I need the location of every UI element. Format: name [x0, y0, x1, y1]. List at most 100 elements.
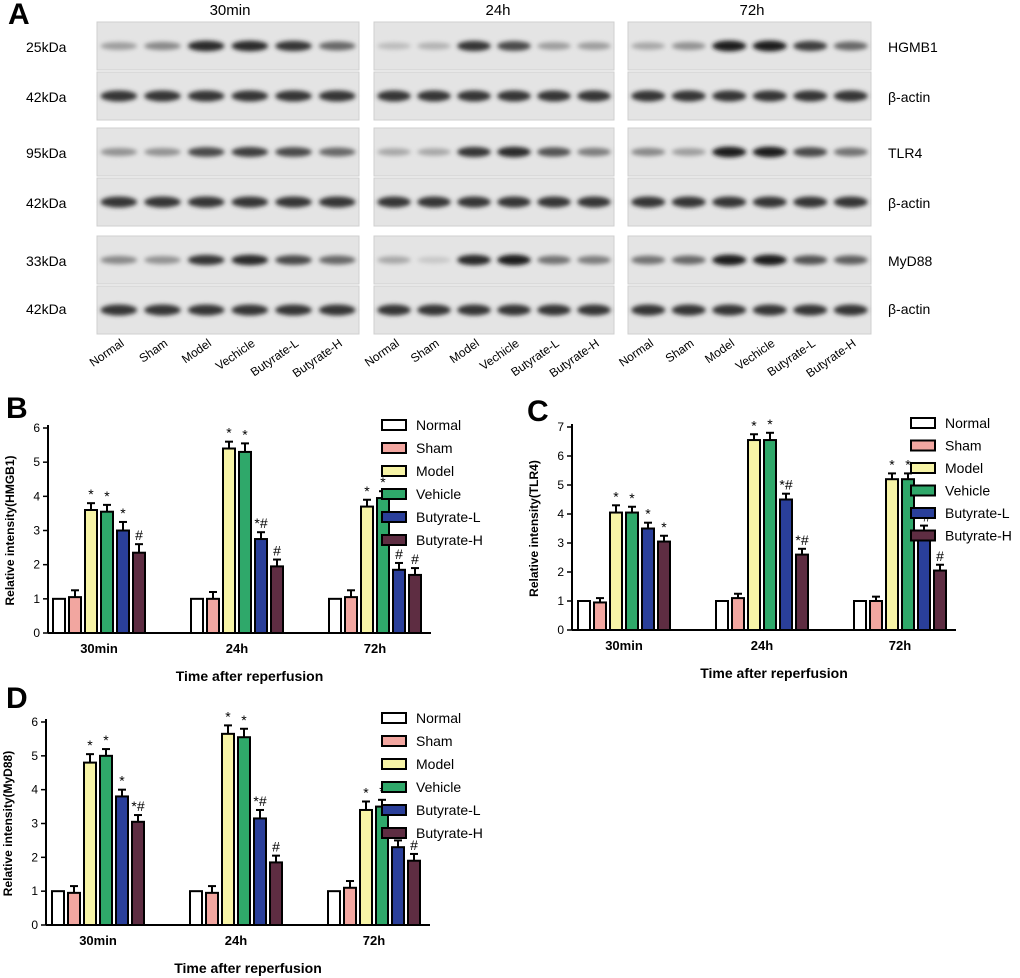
bar	[715, 600, 729, 631]
significance-mark: *	[629, 490, 635, 506]
chart-tlr4: Relative intensity(TLR4) 0 1 2 3 4 5 6 7 * * * * 30mi…	[527, 415, 1012, 681]
legend-label: Sham	[416, 733, 453, 749]
bar	[84, 509, 98, 634]
blot-band	[497, 304, 531, 316]
blot-band	[631, 255, 666, 265]
blot-band	[417, 196, 451, 208]
blot-protein-label: β-actin	[888, 195, 930, 211]
legend-swatch	[910, 507, 936, 519]
blot-band	[833, 304, 868, 316]
blot-mw-label: 25kDa	[26, 39, 67, 55]
blot-band	[833, 147, 868, 157]
blot-band	[793, 90, 828, 102]
significance-mark: *	[889, 456, 895, 472]
y-tick-label: 0	[31, 918, 38, 932]
blot-band	[417, 90, 451, 102]
legend-swatch	[910, 462, 936, 474]
significance-mark: #	[272, 839, 280, 855]
blot-band	[712, 254, 747, 266]
bar	[222, 447, 236, 634]
bar	[901, 478, 915, 631]
blot-band	[417, 256, 451, 264]
blot-band	[377, 42, 411, 50]
bar	[189, 890, 203, 927]
bar	[917, 530, 931, 631]
significance-mark: *	[119, 773, 125, 789]
significance-mark: *	[364, 483, 370, 499]
blot-band	[100, 42, 138, 50]
blot-lane-label: Normal	[87, 336, 127, 370]
blot-band	[631, 90, 666, 102]
bar	[593, 601, 607, 631]
significance-mark: *	[87, 737, 93, 753]
blot-band	[377, 304, 411, 316]
blot-band	[833, 255, 868, 265]
y-tick-label: 3	[557, 536, 564, 550]
bar	[391, 846, 405, 926]
blot-lane-label: Normal	[616, 336, 656, 370]
bar	[392, 568, 406, 635]
blot-lane-label: Sham	[663, 336, 697, 365]
y-tick-label: 0	[557, 623, 564, 637]
blot-band	[752, 90, 787, 102]
bar	[52, 597, 66, 634]
bar	[327, 890, 341, 927]
blot-band	[833, 90, 868, 102]
x-axis-label: Time after reperfusion	[174, 960, 322, 976]
blot-band	[318, 41, 356, 51]
significance-mark: *	[751, 417, 757, 433]
y-axis-label: Relative intensity(TLR4)	[527, 460, 541, 597]
blot-time-label: 24h	[485, 2, 510, 19]
blot-band	[577, 42, 611, 50]
blot-lane-label: Butyrate-H	[290, 336, 345, 380]
blot-band	[231, 196, 269, 208]
bar	[328, 597, 342, 634]
legend-label: Butyrate-H	[416, 825, 483, 841]
y-tick-label: 6	[33, 421, 40, 435]
bar	[100, 510, 114, 634]
blot-band	[793, 255, 828, 265]
blot-band	[833, 196, 868, 208]
blot-band	[577, 304, 611, 316]
blot-band	[537, 255, 571, 265]
legend-label: Butyrate-L	[945, 505, 1010, 521]
legend-label: Butyrate-H	[416, 532, 483, 548]
blot-band	[377, 148, 411, 156]
y-tick-label: 4	[31, 783, 38, 797]
panel-letter-b: B	[6, 392, 28, 425]
blot-band	[457, 196, 491, 208]
y-tick-label: 3	[33, 524, 40, 538]
bar	[763, 439, 777, 631]
blot-strip	[373, 285, 615, 335]
bar	[51, 890, 65, 927]
blot-band	[144, 148, 181, 156]
blot-band	[100, 196, 138, 208]
bar	[116, 529, 130, 634]
significance-mark: #	[135, 527, 143, 543]
y-axis-label: Relative intensity(MyD88)	[1, 751, 15, 896]
bar	[269, 861, 283, 927]
significance-mark: *#	[795, 532, 808, 548]
bar	[641, 527, 655, 631]
legend-swatch	[381, 419, 407, 431]
legend-label: Butyrate-H	[945, 528, 1012, 544]
blot-lane-label: Sham	[137, 336, 171, 365]
bar	[99, 754, 113, 927]
legend-swatch	[381, 465, 407, 477]
significance-mark: *	[363, 785, 369, 801]
blot-band	[631, 147, 666, 157]
x-tick-label: 72h	[364, 641, 386, 656]
significance-mark: *#	[253, 793, 266, 809]
blot-strip	[96, 71, 360, 121]
blot-strip	[373, 71, 615, 121]
blot-mw-label: 33kDa	[26, 253, 67, 269]
x-axis-label: Time after reperfusion	[700, 665, 848, 681]
bar	[407, 859, 421, 926]
significance-mark: *	[88, 486, 94, 502]
x-tick-label: 30min	[79, 933, 117, 948]
blot-band	[577, 147, 611, 157]
bar	[254, 538, 268, 635]
panel-letter-c: C	[527, 395, 549, 428]
x-axis-label: Time after reperfusion	[176, 668, 324, 684]
